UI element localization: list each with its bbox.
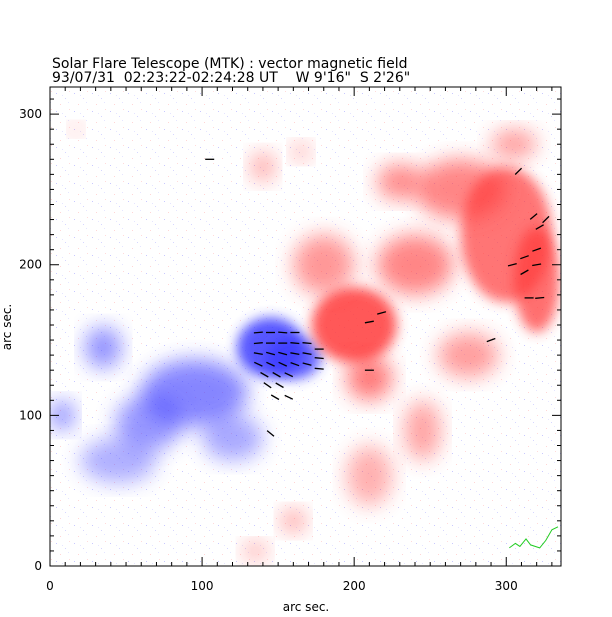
field-vector <box>290 342 300 345</box>
plot-frame <box>49 86 562 567</box>
negative-polarity-region <box>50 400 75 431</box>
field-vector <box>278 351 288 356</box>
field-vector <box>302 352 312 356</box>
field-vector <box>535 224 544 230</box>
positive-polarity-region <box>404 400 441 461</box>
y-tick-label: 200 <box>19 258 42 272</box>
positive-polarity-region <box>415 159 507 220</box>
plot-area <box>50 87 561 566</box>
field-vector <box>278 331 288 334</box>
field-vector <box>266 430 275 437</box>
chart-title: Solar Flare Telescope (MTK) : vector mag… <box>52 56 408 72</box>
negative-polarity-region <box>265 337 321 380</box>
contour-layer <box>509 526 559 549</box>
field-vector <box>542 215 550 224</box>
axis-tick-labels: 0 100 200 300 0 100 200 300 <box>19 107 518 593</box>
polarity-regions <box>50 123 560 560</box>
x-tick-label: 0 <box>46 579 54 593</box>
chart-subtitle: 93/07/31 02:23:22-02:24:28 UT W 9'16" S … <box>52 70 410 86</box>
positive-polarity-region <box>346 445 393 506</box>
field-vector <box>275 382 284 389</box>
positive-polarity-region <box>376 163 423 200</box>
axis-ticks <box>49 87 561 567</box>
field-vector <box>520 255 529 260</box>
positive-polarity-region <box>250 151 276 182</box>
field-vector <box>535 296 545 299</box>
x-axis-label: arc sec. <box>283 600 329 614</box>
field-vector <box>253 352 263 356</box>
field-vector <box>520 269 529 276</box>
field-vector <box>290 361 300 367</box>
field-vector <box>253 342 263 345</box>
positive-polarity-region <box>491 129 537 160</box>
field-vector <box>284 394 294 400</box>
y-axis-label: arc sec. <box>0 304 14 350</box>
positive-polarity-region <box>513 227 560 333</box>
negative-polarity-region <box>80 437 157 484</box>
field-vector <box>532 263 542 267</box>
negative-polarity-region <box>202 415 263 461</box>
field-vector <box>302 342 312 345</box>
field-vector <box>260 371 269 378</box>
field-vector <box>314 367 324 370</box>
negative-polarity-region <box>84 326 122 369</box>
y-tick-label: 0 <box>34 559 42 573</box>
positive-polarity-region <box>243 541 268 560</box>
negative-polarity-region <box>115 395 183 451</box>
field-vector <box>263 382 272 389</box>
positive-polarity-region <box>311 287 397 363</box>
field-vector <box>290 352 300 356</box>
field-vector <box>278 361 288 367</box>
field-vector <box>253 331 263 334</box>
field-vector <box>272 371 281 378</box>
field-vector <box>529 213 538 220</box>
positive-polarity-region <box>291 142 311 161</box>
positive-polarity-region <box>376 234 454 295</box>
positive-polarity-region <box>346 355 393 401</box>
field-vector <box>302 362 312 366</box>
field-vector <box>377 311 387 315</box>
positive-polarity-region <box>293 234 355 295</box>
field-vector <box>266 361 275 367</box>
field-vector <box>254 361 263 367</box>
green-contour-line <box>509 526 559 549</box>
positive-polarity-region <box>69 123 82 136</box>
field-vector <box>507 262 517 267</box>
field-vector <box>266 351 276 356</box>
positive-polarity-region <box>281 508 306 533</box>
positive-polarity-region <box>437 332 499 378</box>
y-tick-label: 300 <box>19 107 42 121</box>
y-tick-label: 100 <box>19 408 42 422</box>
field-vector <box>314 357 324 360</box>
field-vector <box>532 247 542 252</box>
field-vector <box>270 394 280 401</box>
x-tick-label: 100 <box>191 579 214 593</box>
x-tick-label: 300 <box>495 579 518 593</box>
transverse-field-vectors <box>205 158 550 437</box>
field-vector <box>364 320 374 324</box>
field-vector <box>514 167 523 175</box>
field-vector <box>284 372 294 378</box>
field-vector <box>486 337 496 343</box>
x-tick-label: 200 <box>343 579 366 593</box>
